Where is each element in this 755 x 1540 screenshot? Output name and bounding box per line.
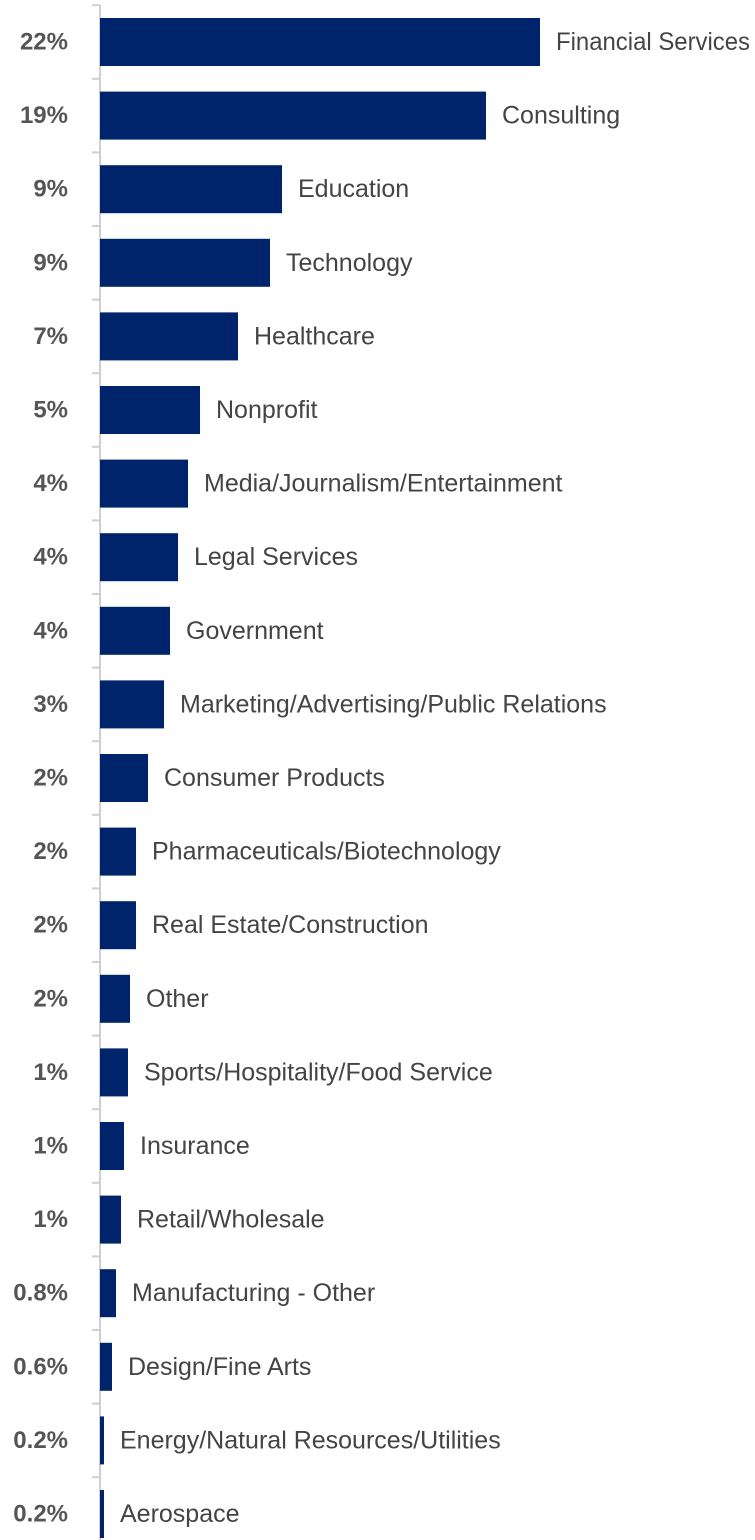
bar	[100, 533, 178, 582]
bar-category-label: Financial Services	[556, 28, 750, 56]
bar-value-label: 9%	[33, 249, 68, 276]
bar-value-label: 2%	[33, 912, 68, 939]
bar-value-label: 0.8%	[13, 1280, 68, 1307]
bar-value-label: 2%	[33, 765, 68, 792]
bar-value-label: 22%	[20, 29, 68, 56]
bar-value-label: 4%	[33, 617, 68, 644]
bar	[100, 1342, 112, 1391]
bar	[100, 901, 136, 950]
bar-category-label: Retail/Wholesale	[137, 1206, 325, 1234]
y-axis	[92, 4, 101, 1540]
bar	[100, 18, 540, 66]
bar-category-label: Consulting	[502, 102, 620, 130]
bar-value-label: 1%	[33, 1206, 68, 1233]
bar	[100, 754, 148, 802]
bar-value-label: 2%	[33, 985, 68, 1012]
bar	[100, 386, 200, 434]
bar-category-label: Media/Journalism/Entertainment	[204, 470, 563, 498]
bar	[100, 1195, 121, 1244]
bar-category-label: Energy/Natural Resources/Utilities	[120, 1426, 501, 1454]
category-labels: Financial Services Consulting Education Tec…	[120, 28, 750, 1528]
bar-category-label: Nonprofit	[216, 396, 317, 424]
bar-value-label: 0.2%	[13, 1427, 68, 1454]
bar	[100, 312, 238, 361]
bar-value-label: 19%	[20, 102, 68, 129]
bar-category-label: Education	[298, 175, 409, 203]
bars	[100, 18, 540, 1538]
bar-category-label: Aerospace	[120, 1500, 240, 1528]
bar-value-label: 5%	[33, 397, 68, 424]
bar	[100, 1416, 104, 1465]
bar-category-label: Government	[186, 617, 324, 645]
bar-category-label: Other	[146, 985, 209, 1013]
bar	[100, 91, 486, 140]
bar	[100, 606, 170, 655]
bar-value-label: 4%	[33, 544, 68, 571]
bar-value-label: 2%	[33, 838, 68, 865]
bar-value-label: 1%	[33, 1133, 68, 1160]
bar	[100, 459, 188, 508]
bar	[100, 165, 282, 214]
bar	[100, 1048, 128, 1097]
bar-category-label: Design/Fine Arts	[128, 1353, 311, 1381]
bar	[100, 1122, 124, 1170]
bar-value-label: 9%	[33, 176, 68, 203]
bar-category-label: Manufacturing - Other	[132, 1279, 375, 1307]
bar-category-label: Technology	[286, 249, 413, 277]
bar-value-label: 4%	[33, 470, 68, 497]
bar-value-label: 0.6%	[13, 1353, 68, 1380]
bar-category-label: Legal Services	[194, 543, 358, 571]
bar-value-label: 0.2%	[13, 1501, 68, 1528]
bar-category-label: Consumer Products	[164, 764, 385, 792]
value-labels: 22% 19% 9% 9% 7% 5% 4% 4% 4% 3% 2% 2% 2% 2% 1% 1% 1% 0.8%…	[13, 29, 68, 1528]
bar	[100, 827, 136, 876]
bar	[100, 238, 270, 287]
bar-category-label: Pharmaceuticals/Biotechnology	[152, 838, 501, 866]
bar	[100, 680, 164, 729]
bar-value-label: 3%	[33, 691, 68, 718]
bar-category-label: Healthcare	[254, 322, 375, 350]
bar	[100, 1490, 104, 1538]
bar-category-label: Sports/Hospitality/Food Service	[144, 1058, 493, 1086]
bar-value-label: 1%	[33, 1059, 68, 1086]
bar	[100, 1269, 116, 1318]
bar-category-label: Real Estate/Construction	[152, 911, 429, 939]
bar-category-label: Insurance	[140, 1132, 250, 1160]
bar-category-label: Marketing/Advertising/Public Relations	[180, 690, 607, 718]
bar	[100, 974, 130, 1023]
bar-value-label: 7%	[33, 323, 68, 350]
